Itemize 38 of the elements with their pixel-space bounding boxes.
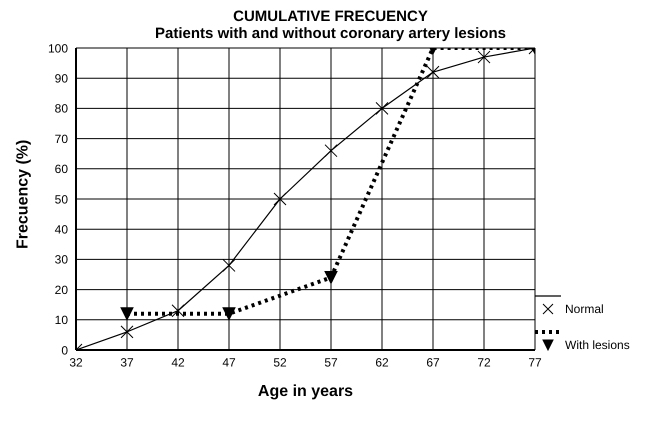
point — [222, 307, 236, 320]
y-axis-title: Frecuency (%) — [14, 140, 32, 249]
y-tick-label: 30 — [54, 252, 68, 267]
y-tick-label: 80 — [54, 102, 68, 116]
x-axis-title: Age in years — [258, 383, 354, 400]
legend-label: With lesions — [565, 338, 630, 352]
y-tick-label: 70 — [54, 132, 68, 146]
point — [426, 66, 440, 79]
legend-label: Normal — [565, 302, 604, 316]
x-tick-label: 62 — [375, 356, 389, 370]
x-tick-label: 72 — [477, 356, 491, 370]
point — [478, 50, 490, 64]
x-tick-label: 47 — [222, 356, 236, 370]
point — [172, 304, 184, 318]
y-tick-label: 50 — [54, 192, 68, 206]
x-tick-label: 77 — [528, 356, 542, 370]
point — [274, 192, 286, 206]
point — [120, 325, 134, 338]
point — [222, 258, 236, 272]
x-tick-label: 42 — [171, 356, 185, 370]
point — [324, 271, 338, 284]
x-tick-label: 37 — [120, 356, 134, 370]
y-tick-label: 40 — [54, 222, 68, 236]
x-tick-label: 32 — [69, 356, 83, 370]
x-tick-label: 67 — [426, 356, 440, 370]
point — [376, 102, 388, 115]
y-tick-label: 0 — [61, 343, 68, 358]
y-tick-label: 100 — [48, 41, 68, 56]
x-tick-label: 52 — [273, 356, 287, 370]
y-tick-label: 10 — [54, 313, 68, 328]
chart-title: CUMULATIVE FRECUENCY — [232, 8, 429, 25]
point — [120, 307, 134, 320]
y-tick-label: 90 — [54, 71, 68, 86]
y-tick-label: 20 — [54, 282, 68, 297]
y-tick-label: 60 — [54, 162, 68, 176]
x-tick-label: 57 — [324, 356, 338, 370]
point — [324, 144, 338, 158]
chart-subtitle: Patients with and without coronary artery lesions — [154, 25, 507, 42]
